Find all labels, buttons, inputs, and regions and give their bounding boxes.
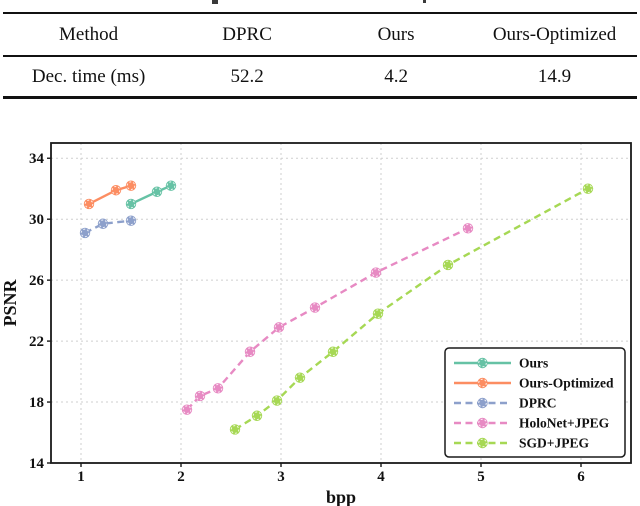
data-point-SGD+JPEG-edge xyxy=(443,260,453,270)
data-point-SGD+JPEG-edge xyxy=(272,396,282,405)
series-line-Ours-Optimized xyxy=(88,184,132,206)
data-point-SGD+JPEG-edge xyxy=(328,347,338,357)
table-cell-ours-time: 4.2 xyxy=(384,66,408,87)
series-line-HoloNet+JPEG xyxy=(186,227,469,411)
legend-label-HoloNet+JPEG: HoloNet+JPEG xyxy=(519,416,610,431)
legend-marker-Ours-Optimized-edge xyxy=(478,378,487,388)
data-point-SGD+JPEG-edge xyxy=(252,411,262,421)
data-point-HoloNet+JPEG-edge xyxy=(274,323,284,332)
series-line-SGD+JPEG xyxy=(234,187,589,431)
series-line-Ours xyxy=(130,184,172,206)
data-point-Ours-Optimized-edge xyxy=(84,199,94,209)
y-tick-label: 30 xyxy=(29,212,44,228)
legend-label-DPRC: DPRC xyxy=(519,396,557,411)
cropped-text-artifact xyxy=(423,0,426,3)
legend-marker-DPRC-edge xyxy=(478,398,487,408)
legend-label-SGD+JPEG: SGD+JPEG xyxy=(519,436,589,451)
table-bottom-rule xyxy=(3,96,637,99)
table-cell-dec-time-label: Dec. time (ms) xyxy=(31,66,146,87)
cropped-text-artifact xyxy=(212,0,218,4)
x-tick-label: 4 xyxy=(377,469,385,485)
data-point-Ours-edge xyxy=(126,199,136,209)
table-header-ours: Ours xyxy=(377,24,415,45)
data-point-DPRC-edge xyxy=(98,219,108,229)
table-header-ours-optimized: Ours-Optimized xyxy=(492,24,617,45)
data-point-HoloNet+JPEG-edge xyxy=(182,405,192,414)
data-point-SGD+JPEG-edge xyxy=(295,373,305,382)
y-tick-label: 34 xyxy=(29,151,45,167)
series-line-DPRC xyxy=(84,219,132,234)
legend-marker-SGD+JPEG-edge xyxy=(478,438,487,448)
y-axis-label: PSNR xyxy=(0,279,20,327)
table-header-dprc: DPRC xyxy=(222,24,272,45)
legend-marker-HoloNet+JPEG-edge xyxy=(478,418,487,428)
x-tick-label: 1 xyxy=(77,469,85,485)
x-tick-label: 5 xyxy=(477,469,485,485)
table-data-row: Dec. time (ms) 52.2 4.2 14.9 xyxy=(3,57,637,96)
data-point-HoloNet+JPEG-edge xyxy=(213,384,223,393)
data-point-Ours-Optimized-edge xyxy=(111,185,121,195)
table-mid-rule xyxy=(3,55,637,57)
plot-frame xyxy=(50,142,632,464)
y-tick-label: 14 xyxy=(29,456,45,472)
legend-box xyxy=(444,347,626,458)
x-tick-label: 3 xyxy=(277,469,285,485)
table-header-method: Method xyxy=(59,24,119,45)
x-tick-label: 2 xyxy=(177,469,185,485)
legend-label-Ours: Ours xyxy=(519,356,548,371)
x-axis-label: bpp xyxy=(326,487,356,506)
data-point-HoloNet+JPEG-edge xyxy=(245,347,255,357)
y-tick-label: 18 xyxy=(29,395,44,411)
table-top-rule xyxy=(3,12,637,14)
data-point-HoloNet+JPEG-edge xyxy=(195,391,205,401)
y-tick-label: 26 xyxy=(29,273,45,289)
data-point-SGD+JPEG-edge xyxy=(230,425,240,434)
table-cell-dprc-time: 52.2 xyxy=(230,66,264,87)
chart-canvas: 1 2 3 4 5 6141822263034bppPSNROursOurs-Optimi… xyxy=(0,142,632,506)
legend-label-Ours-Optimized: Ours-Optimized xyxy=(519,376,614,391)
x-tick-label: 6 xyxy=(577,469,585,485)
y-tick-label: 22 xyxy=(29,334,44,350)
table-header-row: Method DPRC Ours Ours-Optimized xyxy=(3,14,637,55)
legend-marker-Ours-edge xyxy=(478,358,487,368)
data-point-Ours-edge xyxy=(166,181,176,190)
data-point-Ours-Optimized-edge xyxy=(126,181,136,190)
data-point-HoloNet+JPEG-edge xyxy=(371,268,381,277)
table-cell-ours-optimized-time: 14.9 xyxy=(537,66,572,87)
psnr-vs-bpp-chart: 1 2 3 4 5 6 14 18 22 26 30 34 bpp PSNR Ours Ours-Optimi… xyxy=(0,120,640,506)
data-point-Ours-edge xyxy=(152,187,162,197)
